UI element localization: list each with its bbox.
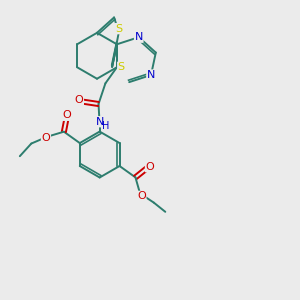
- Text: N: N: [147, 70, 155, 80]
- Text: O: O: [75, 94, 83, 105]
- Text: S: S: [118, 62, 125, 72]
- Text: S: S: [115, 24, 122, 34]
- Text: H: H: [103, 121, 110, 131]
- Text: O: O: [146, 162, 154, 172]
- Text: O: O: [62, 110, 71, 120]
- Text: O: O: [41, 133, 50, 143]
- Text: O: O: [137, 191, 146, 201]
- Text: N: N: [134, 32, 143, 42]
- Text: N: N: [95, 117, 104, 127]
